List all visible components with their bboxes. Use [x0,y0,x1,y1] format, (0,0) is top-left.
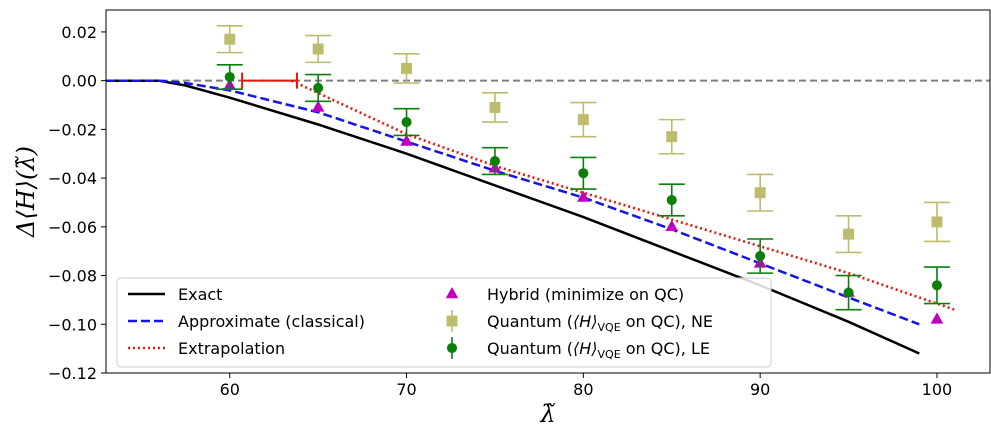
plot-frame [105,9,991,374]
data-point [754,187,766,199]
data-point [755,251,766,262]
legend-entry: Quantum (⟨H⟩VQE on QC), NE [446,310,713,334]
legend-label: Quantum (⟨H⟩VQE on QC), NE [487,312,713,334]
series-4 [216,25,950,254]
legend: Exact Approximate (classical) Extrapolatio… [116,277,772,368]
x-tick-label: 60 [220,380,240,399]
legend-label: Extrapolation [178,339,285,358]
legend-entry: Exact [128,285,222,304]
axes-layer: 60 70 80 90 100 0.02 0.00 −0.02 −0.04 −0.06 −0.08 −… [48,9,991,399]
data-point [224,33,236,45]
x-tick-label: 70 [396,380,416,399]
data-point [401,63,413,74]
legend-label: Hybrid (minimize on QC) [487,285,684,304]
series-line [106,79,920,355]
data-point [666,131,678,143]
data-point [578,168,589,179]
legend-marker [446,315,458,327]
data-point [665,219,679,232]
data-point [311,100,325,112]
y-tick-label: −0.08 [48,267,97,286]
legend-marker [445,287,459,299]
series-5 [216,64,950,311]
data-point [843,287,854,298]
y-tick-label: −0.04 [48,169,97,188]
legend-marker [446,342,458,354]
data-point [930,312,944,324]
data-point [577,114,589,126]
data-point [577,190,590,202]
y-axis-label: Δ⟨H⟩(λ̃) [12,146,40,238]
data-point [401,117,412,128]
legend-label: Quantum (⟨H⟩VQE on QC), LE [487,339,710,361]
x-tick-label: 90 [750,380,770,399]
y-tick-label: −0.02 [48,120,97,139]
x-axis-label: λ̃ [539,400,555,426]
data-point [489,101,501,113]
legend-entry: Approximate (classical) [128,312,365,331]
legend-box [116,277,772,368]
legend-label: Exact [178,285,222,304]
y-tick-label: 0.02 [61,23,97,42]
data-point [312,43,324,55]
x-tick-label: 100 [922,380,953,399]
series-line [106,79,920,326]
data-point [931,216,943,228]
data-point [313,82,324,93]
data-point [224,71,235,83]
y-tick-label: −0.06 [48,218,97,237]
data-point [400,134,413,146]
data-point [666,194,677,206]
x-tick-label: 80 [573,380,593,399]
legend-entry: Extrapolation [128,339,285,358]
data-point [843,228,855,240]
data-point [931,280,943,291]
series-1 [106,79,920,326]
y-tick-label: −0.12 [48,364,97,383]
series-layer [106,25,990,355]
series-0 [106,79,920,355]
legend-entry: Hybrid (minimize on QC) [445,285,684,304]
y-tick-label: 0.00 [61,72,97,91]
y-tick-label: −0.10 [48,315,97,334]
data-point [489,156,500,167]
legend-label: Approximate (classical) [178,312,365,331]
legend-entry: Quantum (⟨H⟩VQE on QC), LE [446,337,710,361]
